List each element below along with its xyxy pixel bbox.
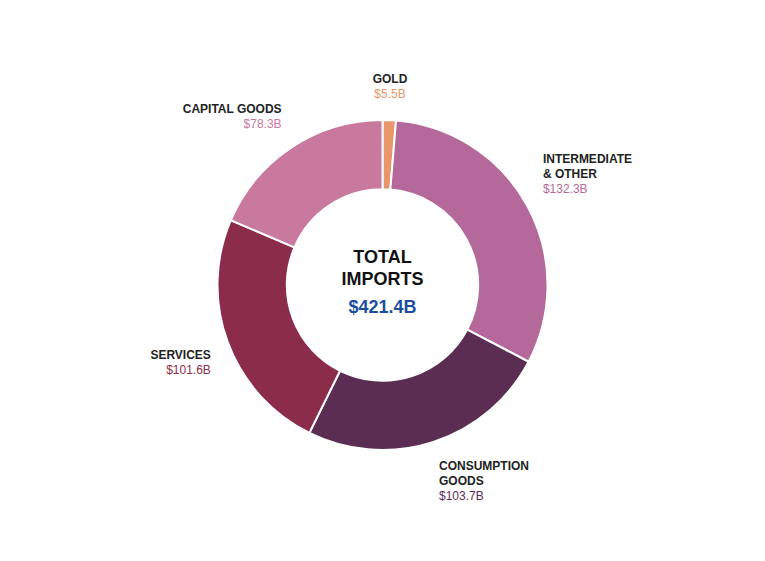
category-label: SERVICES	[150, 348, 210, 362]
slices	[218, 120, 548, 450]
data-label: $103.7B	[439, 489, 484, 503]
data-label: $101.6B	[166, 363, 211, 377]
slice	[218, 220, 341, 433]
category-label: INTERMEDIATE& OTHER	[543, 152, 632, 181]
subtitle: $421.4B	[348, 297, 416, 317]
slice	[309, 330, 528, 450]
chart: GOLD$5.5B INTERMEDIATE& OTHER$132.3B CONSU…	[0, 0, 765, 561]
slice	[231, 120, 383, 247]
data-label: $132.3B	[543, 182, 588, 196]
data-label: $78.3B	[244, 117, 282, 131]
category-label: CAPITAL GOODS	[183, 102, 282, 116]
data-label: $5.5B	[374, 87, 405, 101]
slice	[390, 121, 547, 362]
center-text: TOTALIMPORTS $421.4B	[341, 247, 423, 317]
category-label: CONSUMPTIONGOODS	[439, 459, 529, 488]
category-label: GOLD	[373, 72, 408, 86]
labels: GOLD$5.5B INTERMEDIATE& OTHER$132.3B CONSU…	[150, 72, 632, 503]
title: TOTALIMPORTS	[341, 247, 423, 289]
chart-container: GOLD$5.5B INTERMEDIATE& OTHER$132.3B CONSU…	[0, 0, 765, 561]
